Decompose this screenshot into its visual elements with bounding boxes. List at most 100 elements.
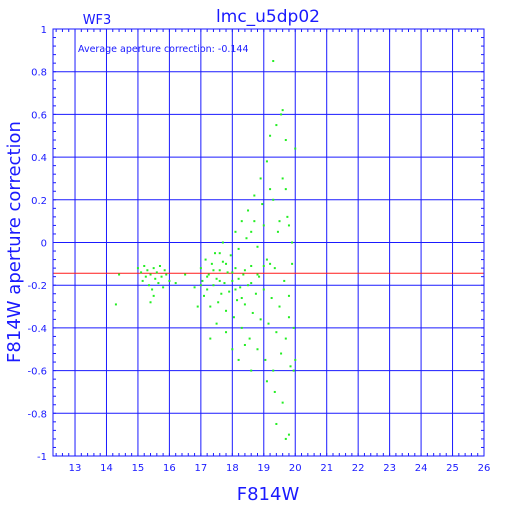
y-tick-label: 0.2 (31, 196, 47, 207)
data-point (287, 294, 290, 297)
data-point (273, 390, 276, 393)
data-point (242, 273, 245, 276)
data-point (225, 331, 228, 334)
data-point (292, 326, 295, 329)
data-point (237, 277, 240, 280)
data-point (140, 271, 143, 274)
data-point (284, 139, 287, 142)
data-point (144, 275, 147, 278)
data-point (272, 198, 275, 201)
x-tick-label: 17 (194, 463, 207, 474)
y-tick-label: -0.2 (27, 281, 47, 292)
data-point (278, 305, 281, 308)
data-point (234, 288, 237, 291)
y-tick-label: -0.8 (27, 409, 47, 420)
axis-layer: 13 14 15 16 17 18 19 20 21 22 23 24 25 26 -1 -0.8 -0.6 -0… (27, 25, 490, 474)
data-point (265, 258, 268, 261)
data-point (225, 262, 228, 265)
data-point (250, 282, 253, 285)
data-point (275, 124, 278, 127)
data-point (151, 288, 154, 291)
data-point (231, 271, 234, 274)
data-point (174, 282, 177, 285)
data-point (269, 188, 272, 191)
data-point (206, 275, 209, 278)
data-point (281, 401, 284, 404)
data-point (152, 294, 155, 297)
y-axis-label: F814W aperture correction (4, 121, 25, 363)
data-point (214, 252, 217, 255)
data-point (294, 147, 297, 150)
data-point (262, 224, 265, 227)
data-point (243, 303, 246, 306)
data-point (143, 264, 146, 267)
data-point (157, 282, 160, 285)
x-tick-label: 13 (69, 463, 82, 474)
x-tick-label: 20 (289, 463, 302, 474)
y-tick-label: 0.4 (31, 153, 47, 164)
x-tick-label: 24 (415, 463, 428, 474)
data-point (281, 177, 284, 180)
y-tick-label: -1 (37, 452, 47, 463)
data-point (218, 279, 221, 282)
data-point (248, 337, 251, 340)
x-tick-label: 19 (257, 463, 270, 474)
data-point (221, 260, 224, 263)
data-point (247, 284, 250, 287)
data-point (207, 273, 210, 276)
x-tick-label: 16 (163, 463, 176, 474)
data-point (149, 273, 152, 276)
data-point (276, 230, 279, 233)
y-tick-label: -0.6 (27, 367, 47, 378)
data-point (259, 177, 262, 180)
data-point (284, 337, 287, 340)
data-point (264, 358, 267, 361)
data-point (267, 322, 270, 325)
data-point (294, 358, 297, 361)
data-point (217, 301, 220, 304)
data-point (272, 60, 275, 63)
data-point (155, 271, 158, 274)
data-point (258, 275, 261, 278)
data-point (270, 297, 273, 300)
points-layer (114, 60, 297, 440)
data-point (226, 271, 229, 274)
x-tick-label: 14 (100, 463, 113, 474)
data-point (283, 279, 286, 282)
data-point (203, 294, 206, 297)
data-point (199, 284, 202, 287)
data-point (280, 113, 283, 116)
data-point (272, 369, 275, 372)
data-point (193, 286, 196, 289)
x-tick-label: 25 (446, 463, 459, 474)
data-point (184, 273, 187, 276)
data-point (289, 365, 292, 368)
data-point (218, 252, 221, 255)
data-point (212, 284, 215, 287)
data-point (254, 292, 257, 295)
data-point (291, 262, 294, 265)
grid-layer (53, 28, 484, 457)
data-point (278, 220, 281, 223)
data-point (215, 277, 218, 280)
data-point (118, 273, 121, 276)
data-point (269, 134, 272, 137)
data-point (147, 284, 150, 287)
y-tick-label: 0 (41, 239, 47, 250)
data-point (262, 264, 265, 267)
data-point (256, 273, 259, 276)
data-point (287, 316, 290, 319)
data-point (204, 258, 207, 261)
data-point (152, 267, 155, 270)
data-point (165, 273, 168, 276)
data-point (259, 318, 262, 321)
data-point (212, 269, 215, 272)
data-point (146, 269, 149, 272)
chart-title: lmc_u5dp02 (216, 7, 320, 27)
data-point (275, 422, 278, 425)
data-point (240, 297, 243, 300)
panel-label: WF3 (83, 13, 112, 28)
data-point (158, 264, 161, 267)
data-point (243, 269, 246, 272)
data-point (221, 241, 224, 244)
